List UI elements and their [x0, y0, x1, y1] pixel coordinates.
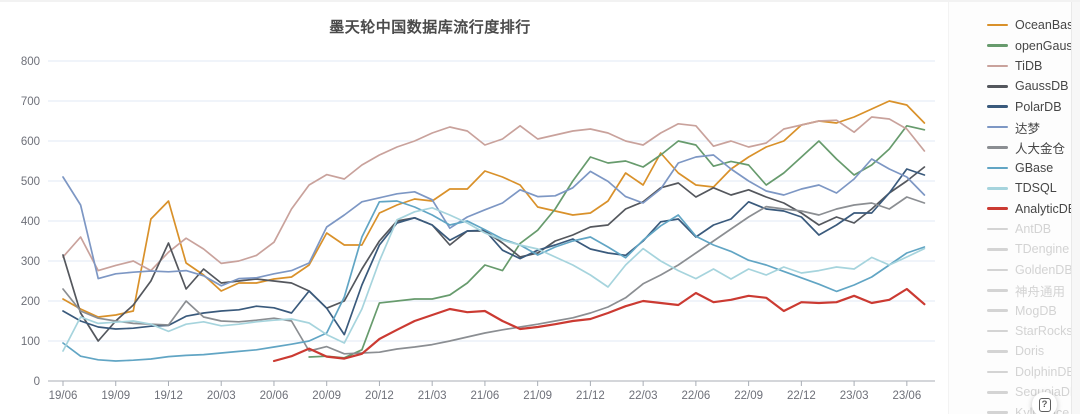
legend-line-swatch [987, 309, 1008, 312]
legend-line-swatch [987, 64, 1008, 68]
legend-line-swatch [987, 268, 1008, 272]
svg-text:19/09: 19/09 [101, 390, 130, 402]
legend-line-swatch [987, 350, 1008, 353]
legend-label: StarRocks [1015, 324, 1073, 339]
svg-text:21/09: 21/09 [523, 390, 552, 402]
legend-label: AntDB [1015, 222, 1052, 237]
legend-panel: OceanBase openGauss TiDB GaussDB PolarDB 达梦人大… [948, 2, 1080, 414]
svg-text:400: 400 [21, 216, 40, 228]
legend-label: OceanBase [1015, 18, 1080, 33]
legend-item-openGauss[interactable]: openGauss [987, 35, 1080, 55]
legend-line-swatch [987, 248, 1008, 251]
svg-text:22/12: 22/12 [787, 390, 816, 402]
legend-line-swatch [987, 288, 1008, 292]
svg-text:22/03: 22/03 [629, 390, 658, 402]
line-chart-plot-area: 0 100 200 300 400 500 600 700 800 19/06 19/09 19/12… [21, 56, 935, 402]
legend-line-swatch [987, 23, 1008, 27]
legend-line-swatch [987, 85, 1008, 88]
legend-line-swatch [987, 166, 1008, 170]
svg-text:21/12: 21/12 [576, 390, 605, 402]
legend-label: TiDB [1015, 58, 1043, 73]
legend-label: Doris [1015, 344, 1045, 359]
svg-text:20/03: 20/03 [207, 390, 236, 402]
help-button[interactable]: ? [1032, 392, 1057, 414]
svg-text:600: 600 [21, 136, 40, 148]
svg-text:20/09: 20/09 [312, 390, 341, 402]
legend-item-TiDB[interactable]: TiDB [987, 56, 1080, 76]
legend-line-swatch [987, 44, 1008, 47]
legend-label: GoldenDB [1015, 262, 1073, 277]
svg-text:100: 100 [21, 336, 40, 348]
svg-text:300: 300 [21, 256, 40, 268]
svg-text:23/03: 23/03 [840, 390, 869, 402]
legend-item-达梦[interactable]: 达梦 [987, 117, 1080, 137]
chart-legend: OceanBase openGauss TiDB GaussDB PolarDB 达梦人大… [987, 15, 1080, 414]
legend-line-swatch [987, 125, 1008, 129]
legend-label: GBase [1015, 160, 1054, 175]
svg-text:22/09: 22/09 [734, 390, 763, 402]
legend-line-swatch [987, 329, 1008, 333]
svg-text:19/12: 19/12 [154, 390, 183, 402]
legend-item-PolarDB[interactable]: PolarDB [987, 97, 1080, 117]
legend-item-AntDB[interactable]: AntDB [987, 219, 1080, 239]
legend-item-TDSQL[interactable]: TDSQL [987, 178, 1080, 198]
legend-line-swatch [987, 105, 1008, 109]
legend-label: TDSQL [1015, 181, 1057, 196]
svg-text:21/06: 21/06 [471, 390, 500, 402]
legend-label: GaussDB [1015, 79, 1069, 94]
legend-label: MogDB [1015, 303, 1057, 318]
legend-item-GBase[interactable]: GBase [987, 158, 1080, 178]
legend-label: AnalyticDB [1015, 201, 1077, 216]
legend-item-人大金仓[interactable]: 人大金仓 [987, 137, 1080, 157]
svg-text:20/06: 20/06 [260, 390, 289, 402]
legend-line-swatch [987, 187, 1008, 190]
legend-label: 人大金仓 [1015, 142, 1066, 157]
svg-text:20/12: 20/12 [365, 390, 394, 402]
svg-text:19/06: 19/06 [49, 390, 78, 402]
legend-label: DolphinDB [1015, 364, 1075, 379]
svg-text:800: 800 [21, 56, 40, 68]
legend-item-MogDB[interactable]: MogDB [987, 300, 1080, 320]
legend-line-swatch [987, 207, 1008, 210]
legend-item-Doris[interactable]: Doris [987, 341, 1080, 361]
legend-item-GaussDB[interactable]: GaussDB [987, 76, 1080, 96]
legend-line-swatch [987, 390, 1008, 394]
legend-item-TDengine[interactable]: TDengine [987, 239, 1080, 259]
legend-label: TDengine [1015, 242, 1070, 257]
legend-line-swatch [987, 370, 1008, 374]
question-mark-icon: ? [1038, 397, 1051, 412]
legend-line-swatch [987, 146, 1008, 149]
legend-item-GoldenDB[interactable]: GoldenDB [987, 260, 1080, 280]
chart-title: 墨天轮中国数据库流行度排行 [329, 19, 531, 36]
legend-label: PolarDB [1015, 99, 1062, 114]
svg-text:0: 0 [34, 376, 40, 388]
legend-item-StarRocks[interactable]: StarRocks [987, 321, 1080, 341]
svg-text:21/03: 21/03 [418, 390, 447, 402]
svg-text:23/06: 23/06 [892, 390, 921, 402]
svg-text:200: 200 [21, 296, 40, 308]
svg-text:500: 500 [21, 176, 40, 188]
svg-text:700: 700 [21, 96, 40, 108]
legend-label: openGauss [1015, 38, 1079, 53]
legend-item-AnalyticDB[interactable]: AnalyticDB [987, 199, 1080, 219]
legend-line-swatch [987, 227, 1008, 231]
legend-label: 神舟通用 [1015, 284, 1066, 299]
legend-item-OceanBase[interactable]: OceanBase [987, 15, 1080, 35]
legend-item-神舟通用[interactable]: 神舟通用 [987, 280, 1080, 300]
vertical-scrollbar[interactable] [1071, 2, 1080, 414]
legend-label: 达梦 [1015, 121, 1041, 136]
svg-text:22/06: 22/06 [681, 390, 710, 402]
legend-item-DolphinDB[interactable]: DolphinDB [987, 362, 1080, 382]
legend-line-swatch [987, 411, 1008, 414]
